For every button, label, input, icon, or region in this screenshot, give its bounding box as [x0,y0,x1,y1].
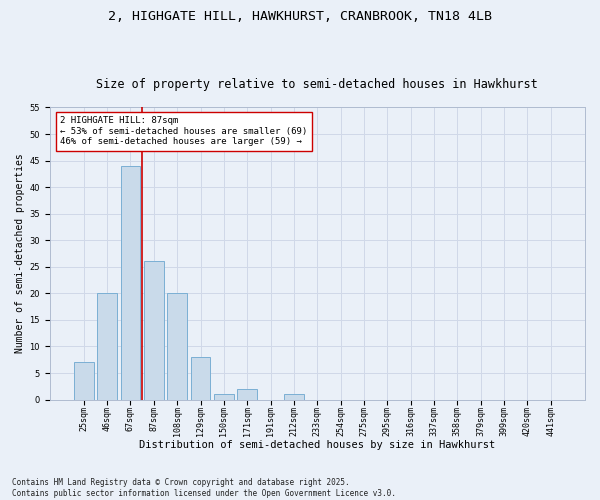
Bar [284,394,304,400]
Title: Size of property relative to semi-detached houses in Hawkhurst: Size of property relative to semi-detach… [97,78,538,91]
X-axis label: Distribution of semi-detached houses by size in Hawkhurst: Distribution of semi-detached houses by … [139,440,496,450]
Text: 2 HIGHGATE HILL: 87sqm
← 53% of semi-detached houses are smaller (69)
46% of sem: 2 HIGHGATE HILL: 87sqm ← 53% of semi-det… [60,116,307,146]
Bar [74,362,94,400]
Bar [121,166,140,400]
Text: Contains HM Land Registry data © Crown copyright and database right 2025.
Contai: Contains HM Land Registry data © Crown c… [12,478,396,498]
Bar [214,394,234,400]
Bar [167,294,187,400]
Bar [237,389,257,400]
Bar [191,357,211,400]
Bar [97,294,117,400]
Text: 2, HIGHGATE HILL, HAWKHURST, CRANBROOK, TN18 4LB: 2, HIGHGATE HILL, HAWKHURST, CRANBROOK, … [108,10,492,23]
Y-axis label: Number of semi-detached properties: Number of semi-detached properties [15,154,25,354]
Bar [144,262,164,400]
